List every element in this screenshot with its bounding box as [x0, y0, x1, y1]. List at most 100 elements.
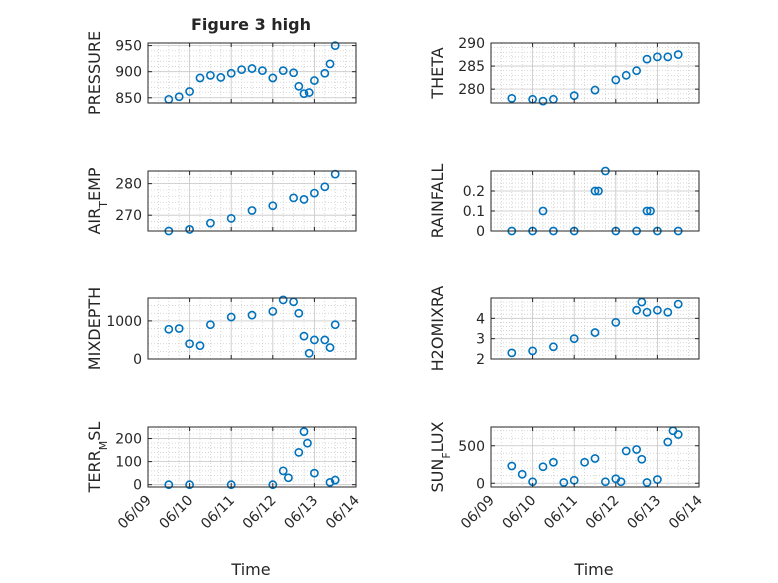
subplot-h2omixra: 2 3 4 H2OMIXRA — [428, 286, 700, 372]
data-point — [289, 68, 298, 78]
data-point — [663, 437, 673, 447]
data-point — [663, 52, 673, 62]
data-point — [226, 312, 236, 322]
data-point — [268, 306, 278, 316]
y-tick-label: 900 — [115, 65, 142, 81]
data-point — [278, 295, 288, 305]
data-point — [257, 66, 267, 76]
data-point — [294, 308, 304, 318]
data-point — [185, 87, 194, 96]
data-point — [632, 305, 641, 315]
data-point — [303, 438, 312, 448]
data-point — [247, 310, 257, 320]
data-point — [216, 73, 226, 82]
data-point — [268, 73, 278, 83]
data-point — [309, 335, 319, 345]
x-tick-label: 06/14 — [666, 492, 706, 532]
data-point — [226, 480, 236, 490]
data-point — [632, 445, 641, 454]
data-point — [294, 81, 304, 91]
data-point — [507, 93, 517, 103]
y-tick-label: 280 — [115, 177, 142, 193]
y-tick-label: 500 — [458, 439, 485, 455]
figure-title: Figure 3 high — [191, 15, 311, 34]
y-axis-label-theta: THETA — [428, 47, 447, 99]
axes-box — [147, 426, 357, 488]
subplot-theta: 280 285 290 THETA — [428, 36, 700, 106]
data-point — [325, 477, 335, 487]
data-point — [549, 457, 558, 467]
data-point — [616, 477, 626, 487]
x-tick-label: 06/12 — [240, 493, 280, 533]
data-point — [174, 92, 184, 102]
data-point — [528, 346, 537, 356]
data-point — [309, 76, 319, 85]
y-tick-label: 285 — [458, 59, 485, 75]
x-tick-label: 06/10 — [500, 493, 540, 533]
data-point — [549, 342, 558, 352]
x-tick-label: 06/11 — [541, 493, 581, 533]
y-tick-label: 950 — [115, 39, 142, 55]
subplot-sun-flux: 0 500 06/09 06/10 06/11 06/12 06/13 06/14 SUNFLU… — [428, 421, 706, 532]
data-point — [174, 324, 184, 333]
data-point — [507, 461, 517, 471]
data-point — [637, 454, 647, 464]
data-point — [320, 182, 330, 192]
y-tick-label: 0.1 — [463, 204, 485, 220]
data-point — [590, 85, 600, 95]
y-tick-label: 200 — [115, 432, 142, 448]
y-tick-label: 4 — [476, 311, 485, 327]
data-point — [289, 193, 298, 203]
data-point — [185, 225, 194, 234]
x-tick-label: 06/13 — [624, 493, 664, 533]
data-point — [646, 206, 655, 216]
data-point — [247, 64, 257, 73]
data-point — [320, 335, 330, 345]
data-point — [621, 446, 631, 456]
y-axis-label-terr-msl: TERRMSL — [85, 422, 110, 494]
data-point — [517, 469, 527, 479]
x-axis-label-right: Time — [573, 560, 613, 579]
data-point — [226, 213, 236, 223]
axes-box — [147, 170, 357, 232]
data-point — [559, 478, 569, 487]
data-point — [320, 68, 330, 78]
data-point — [268, 480, 278, 490]
data-point — [611, 75, 621, 85]
data-point — [268, 201, 278, 211]
data-point — [642, 54, 652, 64]
data-point — [325, 343, 335, 352]
subplot-air-temp: 270 280 AIRTEMP — [85, 167, 357, 236]
data-point — [653, 52, 662, 62]
y-tick-label: 270 — [115, 208, 142, 224]
data-point — [611, 317, 621, 327]
axes-box — [490, 42, 700, 104]
data-point — [164, 94, 174, 104]
data-point — [549, 94, 558, 104]
data-point — [590, 186, 600, 196]
data-point — [580, 457, 589, 467]
data-point — [205, 218, 215, 228]
x-axis-label-left: Time — [230, 560, 270, 579]
data-point — [590, 328, 600, 337]
data-point — [304, 88, 314, 97]
axes-box — [147, 42, 357, 104]
axes-box — [147, 297, 357, 360]
y-tick-label: 290 — [458, 36, 485, 52]
subplot-terr-msl: 0 100 200 06/09 06/10 06/11 06/12 06/13 06/14 TER… — [85, 422, 363, 533]
y-tick-label: 100 — [115, 455, 142, 471]
axes-box — [490, 426, 700, 488]
y-tick-label: 0.2 — [463, 184, 485, 200]
data-point — [632, 66, 641, 76]
data-point — [278, 466, 288, 476]
data-point — [205, 70, 215, 80]
subplot-rainfall: 0 0.1 0.2 RAINFALL — [428, 164, 700, 240]
y-axis-label-h2omixra: H2OMIXRA — [428, 286, 447, 372]
x-tick-label: 06/09 — [115, 493, 155, 533]
y-axis-label-rainfall: RAINFALL — [428, 164, 447, 239]
y-tick-label: 2 — [476, 352, 485, 368]
data-point — [164, 480, 174, 490]
data-point — [330, 41, 340, 51]
